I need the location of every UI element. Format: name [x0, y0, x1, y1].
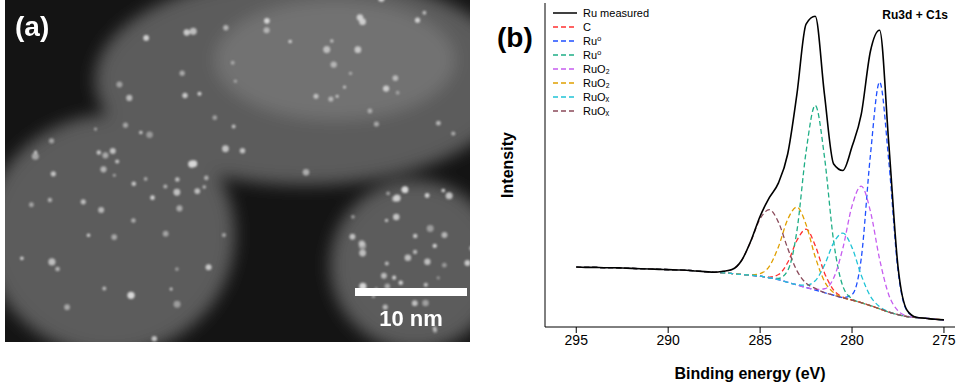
svg-text:295: 295 — [565, 332, 589, 348]
svg-text:10 nm: 10 nm — [379, 306, 443, 331]
html-text:RuO₂: RuO₂ — [583, 77, 610, 89]
html-text:RuO₂: RuO₂ — [583, 63, 610, 75]
html-text:RuOₓ: RuOₓ — [583, 105, 610, 117]
html-text:RuOₓ: RuOₓ — [583, 91, 610, 103]
svg-text:Intensity: Intensity — [499, 132, 516, 198]
html-text:Ru3d + C1s: Ru3d + C1s — [882, 8, 948, 22]
html-text:C: C — [583, 21, 591, 33]
svg-text:275: 275 — [932, 332, 956, 348]
html-text:Ru⁰: Ru⁰ — [583, 49, 602, 61]
svg-text:Binding energy (eV): Binding energy (eV) — [674, 365, 825, 382]
svg-text:290: 290 — [657, 332, 681, 348]
svg-text:280: 280 — [840, 332, 864, 348]
svg-text:285: 285 — [748, 332, 772, 348]
html-text:Ru⁰: Ru⁰ — [583, 35, 602, 47]
html-text:Ru measured: Ru measured — [583, 7, 649, 19]
svg-text:(a): (a) — [15, 11, 49, 42]
html-text:(b): (b) — [497, 22, 533, 53]
